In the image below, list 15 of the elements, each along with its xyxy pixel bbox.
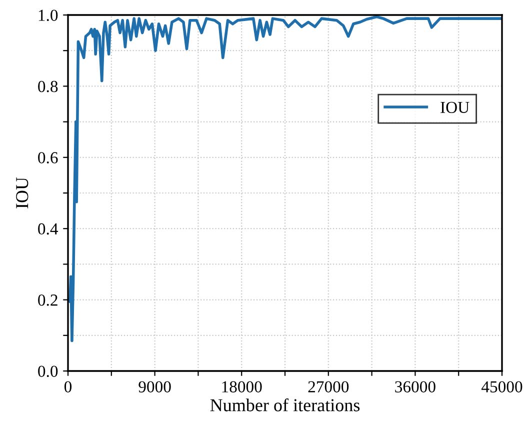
y-tick-label: 0.8 (38, 80, 58, 92)
x-tick-label: 18000 (222, 381, 262, 392)
y-axis-title: IOU (16, 177, 28, 208)
y-tick-label: 0.0 (38, 366, 58, 378)
x-tick-label: 0 (64, 381, 72, 392)
y-tick-label: 0.6 (38, 152, 58, 164)
y-tick-label: 1.0 (38, 10, 58, 22)
y-tick-label: 0.4 (38, 223, 58, 235)
x-tick-label: 9000 (138, 381, 171, 392)
x-tick-label: 27000 (308, 381, 349, 392)
y-tick-label: 0.2 (38, 294, 58, 306)
x-tick-label: 36000 (395, 381, 436, 392)
x-axis-title: Number of iterations (210, 398, 360, 412)
x-tick-label: 45000 (481, 381, 522, 392)
legend-label: IOU (440, 102, 470, 114)
